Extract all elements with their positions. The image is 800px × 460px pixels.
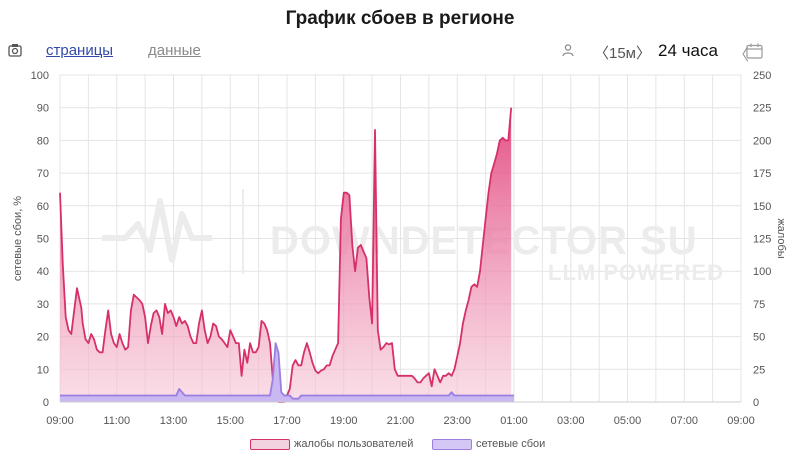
x-tick: 01:00 (500, 415, 528, 427)
x-tick: 13:00 (160, 415, 188, 427)
y-tick-left: 70 (37, 168, 49, 180)
x-tick: 21:00 (387, 415, 415, 427)
y-tick-left: 100 (31, 70, 49, 82)
interval-selector[interactable]: 〈15м〉 (594, 45, 651, 62)
series-layer (59, 107, 514, 403)
x-tick: 17:00 (273, 415, 301, 427)
y-tick-left: 90 (37, 103, 49, 115)
legend-swatch-complaints (250, 438, 290, 450)
axes: 0 0 10 25 20 50 30 75 40 100 50 125 60 150 70 175 80 200 9… (12, 70, 787, 427)
y-tick-left: 0 (43, 397, 49, 409)
camera-icon[interactable] (8, 43, 22, 57)
tab-pages[interactable]: страницы (46, 42, 114, 59)
legend-swatch-outages (432, 438, 472, 450)
y-axis-title-right: жалобы (775, 218, 787, 258)
x-tick: 05:00 (614, 415, 642, 427)
y-tick-right: 175 (753, 168, 771, 180)
y-tick-right: 225 (753, 103, 771, 115)
y-tick-left: 80 (37, 135, 49, 147)
x-tick: 23:00 (443, 415, 471, 427)
y-tick-left: 20 (37, 332, 49, 344)
x-tick: 11:00 (103, 415, 130, 427)
y-tick-right: 150 (753, 201, 771, 213)
tab-data[interactable]: данные (148, 42, 201, 59)
y-tick-right: 75 (753, 299, 765, 311)
period-selector[interactable]: 24 часа (658, 41, 718, 60)
y-tick-right: 125 (753, 234, 771, 246)
chevron-left-icon[interactable]: 〈 (733, 47, 750, 64)
x-tick: 15:00 (216, 415, 244, 427)
outage-chart: DOWNDETECTOR SU LLM POWERED 0 0 10 25 20 50 30… (12, 70, 787, 427)
y-tick-right: 0 (753, 397, 759, 409)
x-tick: 09:00 (46, 415, 74, 427)
chart-toolbar: страницы данные 〈15м〉 24 часа 〈 (0, 40, 800, 64)
y-tick-left: 10 (37, 364, 49, 376)
y-tick-left: 50 (37, 234, 49, 246)
chart-title: График сбоев в регионе (285, 8, 515, 29)
x-tick: 03:00 (557, 415, 585, 427)
y-tick-right: 25 (753, 364, 765, 376)
x-tick: 07:00 (670, 415, 698, 427)
y-tick-right: 50 (753, 332, 765, 344)
y-tick-right: 200 (753, 135, 771, 147)
legend-item-outages[interactable]: сетевые сбои (432, 438, 545, 450)
y-axis-title-left: сетевые сбои, % (12, 196, 24, 281)
x-tick: 19:00 (330, 415, 358, 427)
legend-item-complaints[interactable]: жалобы пользователей (250, 438, 413, 450)
y-tick-right: 100 (753, 266, 771, 278)
series-outages-line (60, 342, 514, 400)
user-icon[interactable] (561, 43, 575, 57)
x-tick: 09:00 (727, 415, 755, 427)
watermark-sub: LLM POWERED (548, 260, 724, 285)
legend-label-complaints: жалобы пользователей (294, 438, 414, 450)
y-tick-right: 250 (753, 70, 771, 82)
legend: жалобы пользователей сетевые сбои (0, 438, 800, 454)
y-tick-left: 60 (37, 201, 49, 213)
watermark: DOWNDETECTOR SU LLM POWERED (102, 189, 724, 285)
pulse-logo-icon (102, 198, 212, 263)
legend-label-outages: сетевые сбои (476, 438, 546, 450)
calendar-icon[interactable] (746, 43, 763, 59)
y-tick-left: 30 (37, 299, 49, 311)
y-tick-left: 40 (37, 266, 49, 278)
series-complaints-area (60, 107, 512, 402)
